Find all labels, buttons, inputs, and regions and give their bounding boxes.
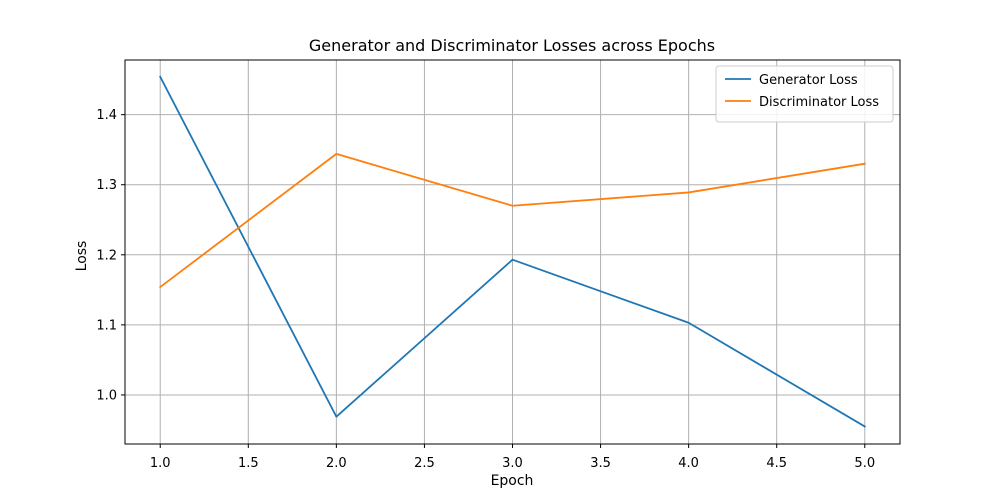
y-tick-label: 1.0 xyxy=(96,388,117,403)
x-tick-label: 4.5 xyxy=(766,456,787,471)
grid xyxy=(125,60,900,444)
y-tick-label: 1.2 xyxy=(96,248,117,263)
generator-loss-line xyxy=(159,75,867,428)
x-axis-label: Epoch xyxy=(491,473,534,489)
axis-ticks: 1.0 1.5 2.0 2.5 3.0 3.5 4.0 4.5 5.0 1.0 1.1 1.2 1.3 1… xyxy=(96,108,875,471)
legend-label: Discriminator Loss xyxy=(759,95,879,110)
y-axis-label: Loss xyxy=(74,241,90,272)
x-tick-label: 1.5 xyxy=(238,456,259,471)
series-lines xyxy=(158,75,867,428)
x-tick-label: 5.0 xyxy=(854,456,875,471)
legend: Generator Loss Discriminator Loss xyxy=(715,65,894,123)
y-tick-label: 1.1 xyxy=(96,318,117,333)
y-tick-label: 1.4 xyxy=(96,108,117,123)
x-tick-label: 3.5 xyxy=(590,456,611,471)
y-tick-label: 1.3 xyxy=(96,178,117,193)
x-tick-label: 4.0 xyxy=(678,456,699,471)
discriminator-loss-line xyxy=(158,152,866,289)
legend-label: Generator Loss xyxy=(759,73,858,88)
x-tick-label: 2.0 xyxy=(326,456,347,471)
legend-box xyxy=(715,65,894,123)
x-tick-label: 1.0 xyxy=(150,456,171,471)
chart-title: Generator and Discriminator Losses acros… xyxy=(309,36,715,55)
x-tick-label: 3.0 xyxy=(502,456,523,471)
x-tick-label: 2.5 xyxy=(414,456,435,471)
